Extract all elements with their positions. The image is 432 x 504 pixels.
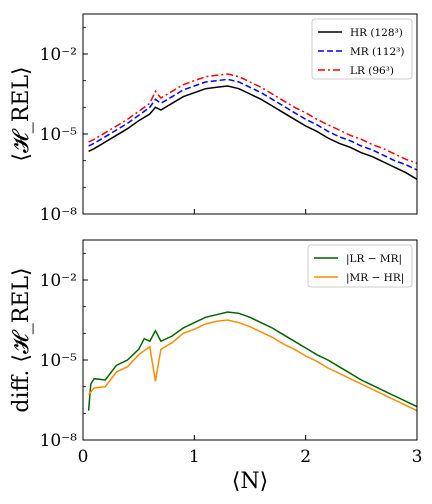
bottom-series-line-0 (87, 311, 418, 411)
bottom-legend-label: |LR − MR| (346, 253, 402, 266)
top-legend-box (311, 18, 413, 80)
bottom-y-tick-label: 10⁻⁸ (40, 431, 78, 451)
bottom-series-line-1 (88, 319, 418, 412)
x-tick-label: 2 (300, 447, 311, 467)
bottom-ylabel: diff. ⟨𝓗_REL⟩ (9, 267, 34, 412)
top-legend-label: MR (112³) (350, 46, 404, 58)
bottom-y-ticks: 10⁻⁸ 10⁻⁵ 10⁻² (40, 252, 88, 451)
x-tick-label: 0 (78, 447, 89, 467)
top-ylabel: ⟨𝓗_REL⟩ (9, 66, 34, 161)
top-legend-label: HR (128³) (350, 27, 403, 39)
top-y-tick-label: 10⁻⁸ (40, 205, 78, 225)
x-tick-label: 3 (412, 447, 423, 467)
top-series-lines (82, 73, 418, 214)
top-series-line-2 (88, 73, 418, 165)
top-y-tick-label: 10⁻² (40, 45, 77, 65)
top-y-ticks: 10⁻⁸ 10⁻⁵ 10⁻² (40, 26, 88, 225)
bottom-y-tick-label: 10⁻² (40, 271, 77, 291)
bottom-xlabel: ⟨N⟩ (232, 469, 268, 494)
top-y-tick-label: 10⁻⁵ (40, 125, 78, 145)
bottom-panel: 10⁻⁸ 10⁻⁵ 10⁻² 0 1 2 3 diff. ⟨𝓗_REL⟩ ⟨N⟩ |LR … (9, 239, 423, 494)
bottom-plot-frame (82, 239, 418, 441)
top-series-line-0 (88, 85, 418, 180)
top-plot-frame (82, 13, 418, 215)
bottom-series-lines (87, 311, 418, 412)
top-legend: HR (128³) MR (112³) LR (96³) (311, 18, 413, 80)
bottom-y-tick-label: 10⁻⁵ (40, 351, 78, 371)
top-panel: 10⁻⁸ 10⁻⁵ 10⁻² ⟨𝓗_REL⟩ HR (128³) MR (112³) L… (9, 13, 418, 225)
bottom-legend: |LR − MR| |MR − HR| (307, 244, 413, 288)
bottom-legend-label: |MR − HR| (346, 272, 404, 285)
x-tick-label: 1 (189, 447, 200, 467)
top-series-line-1 (88, 78, 418, 171)
top-legend-label: LR (96³) (350, 65, 394, 77)
